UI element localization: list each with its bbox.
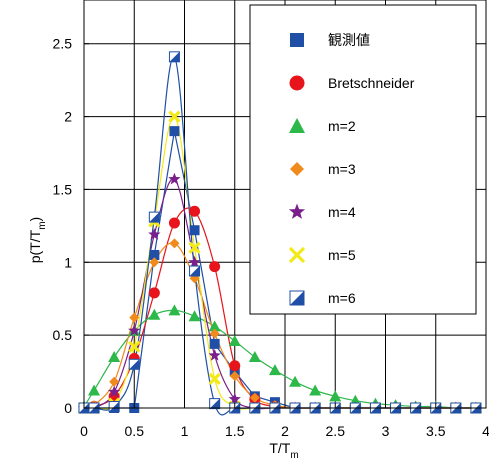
legend-label-6: m=6: [328, 290, 356, 306]
y-tick-label: 2.5: [53, 36, 73, 52]
series-4-point: [228, 392, 241, 405]
x-tick-labels: 0 0.5 1 1.5 2 2.5 3 3.5 4: [80, 403, 489, 439]
series-1-point: [209, 261, 221, 273]
legend-label-1: Bretschneider: [328, 75, 415, 91]
x-tick-label: 0.5: [125, 423, 145, 439]
x-tick-label: 3.5: [426, 423, 446, 439]
legend-marker-3: [290, 162, 304, 176]
series-6-point: [168, 51, 180, 63]
series-3-point: [249, 392, 260, 403]
x-tick-label: 1: [181, 423, 189, 439]
legend-label-5: m=5: [328, 247, 356, 263]
series-2-point: [148, 308, 161, 320]
x-tick-label: 3: [382, 423, 390, 439]
series-4-point: [128, 324, 141, 336]
series-0-point: [209, 338, 220, 349]
x-tick-label: 2.5: [326, 423, 346, 439]
x-tick-label: 1.5: [225, 423, 245, 439]
y-axis-label-sub: m: [37, 221, 48, 229]
legend-marker-5: [288, 246, 306, 264]
legend-marker-6: [289, 290, 305, 306]
series-2-point: [329, 390, 342, 402]
legend-marker-0: [290, 33, 304, 47]
series-5-point: [168, 110, 181, 123]
y-tick-label: 0: [64, 400, 72, 416]
marker-fill: [169, 51, 180, 62]
series-3-point: [129, 312, 140, 323]
series-4-point: [108, 385, 121, 398]
series-2-point: [208, 320, 221, 332]
series-2-line: [83, 309, 476, 409]
series-0-point: [189, 225, 200, 236]
series-0-point: [169, 126, 180, 137]
marker-fill: [109, 401, 120, 412]
series-4-point: [188, 255, 201, 268]
series-2-point: [168, 304, 181, 316]
x-tick-label: 4: [482, 423, 489, 439]
legend-label-4: m=4: [328, 204, 356, 220]
series-1-point: [229, 360, 241, 372]
series-4-point: [148, 228, 161, 240]
marker-fill: [189, 266, 200, 277]
legend-marker-2: [289, 118, 305, 133]
series-4-point: [208, 349, 221, 361]
y-tick-label: 2: [64, 109, 72, 125]
y-axis-label-close: ): [27, 217, 43, 222]
series-2-point: [88, 384, 101, 396]
series-5-point: [128, 340, 141, 353]
series-6-point: [189, 265, 201, 277]
legend-marker-1: [289, 75, 305, 91]
marker-fill: [149, 212, 160, 223]
series-5-point: [188, 241, 201, 254]
series-5-point: [208, 372, 221, 385]
series-1-point: [168, 217, 180, 229]
marker-fill: [290, 291, 304, 305]
series-2-point: [309, 384, 322, 396]
series-6-point: [148, 211, 160, 223]
legend-label-3: m=3: [328, 161, 356, 177]
series-2-point: [188, 310, 201, 322]
y-tick-label: 1: [64, 254, 72, 270]
x-tick-label: 0: [80, 423, 88, 439]
series-2-point: [268, 364, 281, 376]
marker-fill: [209, 398, 220, 409]
series-2-point: [248, 351, 261, 362]
series-1-point: [148, 287, 160, 299]
legend-box: [249, 4, 477, 315]
legend-label-0: 観測値: [328, 32, 370, 48]
series-2-point: [228, 334, 241, 346]
y-tick-labels: 0 0.5 1 1.5 2 2.5: [53, 36, 89, 416]
series-3-point: [229, 370, 240, 381]
series-3-point: [169, 238, 180, 249]
y-axis-label: p(T/Tm): [27, 217, 48, 263]
x-axis-label: T/Tm: [269, 440, 298, 461]
y-tick-label: 1.5: [53, 181, 73, 197]
series-4-point: [168, 172, 181, 185]
series-6-point: [209, 398, 221, 410]
legend-marker-4: [288, 203, 306, 219]
series-2-point: [289, 375, 302, 387]
series-6-point: [108, 401, 120, 413]
series-0-point: [149, 250, 160, 260]
series-1-point: [189, 205, 201, 217]
legend: 観測値 Bretschneider m=2 m=3 m=4 m=5 m=6: [249, 4, 477, 315]
series-6-point: [128, 358, 140, 370]
x-axis-label-main: T/T: [269, 440, 290, 456]
series-3-point: [149, 257, 160, 268]
y-axis-label-main: p(T/T: [27, 229, 43, 263]
series-2-point: [108, 351, 121, 362]
series-3-point: [109, 376, 120, 387]
marker-fill: [129, 359, 140, 370]
y-tick-label: 0.5: [53, 327, 73, 343]
series-3-point: [209, 328, 220, 339]
legend-label-2: m=2: [328, 118, 356, 134]
x-tick-label: 2: [281, 423, 289, 439]
x-axis-label-sub: m: [290, 450, 298, 461]
